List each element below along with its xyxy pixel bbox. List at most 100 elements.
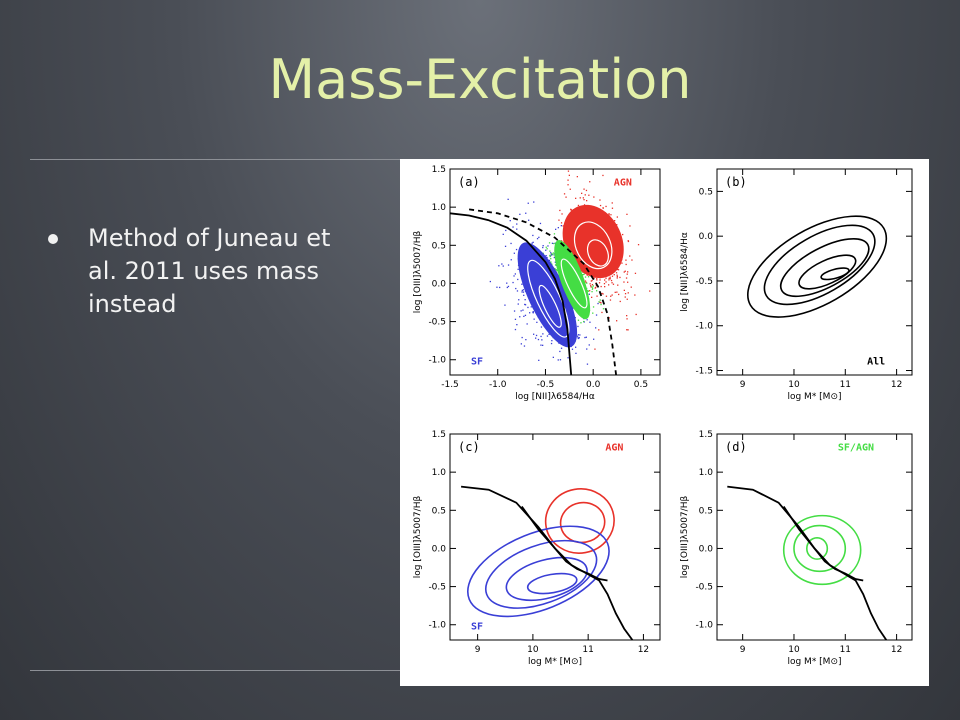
scatter-point — [533, 201, 535, 203]
y-tick-label: 1.0 — [432, 203, 447, 213]
scatter-point — [591, 291, 593, 293]
scatter-point — [602, 207, 604, 209]
scatter-point — [524, 299, 526, 301]
scatter-point — [577, 325, 579, 328]
chart-panel-3: 9 10 11 12 1.5 1.0 0.5 0.0 -0.5 -1.0 log M* [M⊙] lo… — [413, 430, 661, 667]
scatter-point — [522, 289, 525, 291]
plot-area — [460, 485, 634, 640]
scatter-point — [623, 289, 625, 291]
scatter-point — [514, 328, 517, 331]
scatter-point — [614, 291, 616, 293]
scatter-point — [538, 236, 540, 238]
figure-svg: -1.5 -1.0 -0.5 0.0 0.5 1.5 1.0 0.5 0.0 -0.5 -1.0 lo… — [413, 165, 913, 667]
scatter-point — [548, 333, 550, 335]
scatter-point — [570, 208, 572, 210]
scatter-point — [512, 226, 514, 228]
panel-frame — [716, 433, 913, 641]
scatter-point — [519, 316, 521, 318]
y-tick-label: 1.0 — [432, 468, 447, 478]
scatter-point — [541, 339, 543, 341]
scatter-point — [599, 199, 601, 201]
scatter-point — [550, 254, 552, 256]
scatter-point — [513, 252, 515, 254]
scatter-point — [602, 308, 605, 310]
scatter-point — [504, 245, 507, 247]
scatter-point — [561, 213, 563, 215]
scatter-point — [589, 283, 591, 285]
scatter-point — [616, 277, 618, 279]
scatter-point — [598, 329, 600, 331]
scatter-point — [586, 200, 588, 202]
scatter-point — [605, 205, 607, 208]
scatter-point — [622, 233, 624, 236]
scatter-point — [584, 276, 587, 278]
scatter-point — [581, 192, 583, 194]
scatter-point — [599, 301, 601, 303]
scatter-point — [626, 315, 628, 317]
y-tick-label: 0.5 — [699, 187, 713, 197]
x-tick-label: 10 — [527, 645, 539, 655]
scatter-point — [563, 193, 566, 195]
scatter-point — [617, 268, 619, 271]
scatter-point — [522, 291, 525, 293]
scatter-point — [562, 225, 564, 227]
scatter-point — [547, 245, 549, 247]
x-tick-label: 10 — [788, 380, 800, 390]
composite-core — [554, 240, 591, 320]
y-axis-label: log [OIII]λ5007/Hβ — [413, 231, 423, 314]
scatter-point — [611, 207, 614, 209]
scatter-point — [590, 280, 592, 282]
scatter-point — [501, 263, 503, 265]
scatter-point — [619, 300, 621, 303]
contour-line — [798, 254, 857, 290]
scatter-point — [520, 310, 522, 312]
scatter-point — [507, 285, 510, 288]
scatter-point — [516, 228, 518, 230]
y-tick-label: -1.0 — [428, 621, 446, 631]
scatter-point — [597, 302, 599, 305]
scatter-point — [516, 324, 518, 326]
scatter-point — [589, 290, 591, 292]
scatter-point — [550, 258, 552, 260]
scatter-point — [616, 216, 618, 218]
scatter-point — [577, 204, 580, 207]
panel-label: (d) — [725, 440, 747, 454]
scatter-point — [629, 255, 631, 257]
scatter-point — [600, 303, 602, 306]
scatter-point — [578, 337, 580, 339]
scatter-point — [504, 304, 506, 306]
scatter-point — [523, 315, 525, 317]
scatter-point — [518, 299, 520, 301]
scatter-point — [627, 281, 629, 283]
contour-line — [559, 501, 606, 544]
scatter-point — [507, 198, 509, 200]
scatter-point — [610, 279, 613, 282]
sf-core — [517, 242, 578, 348]
scatter-point — [567, 184, 569, 186]
scatter-point — [618, 293, 620, 296]
scatter-point — [586, 319, 588, 321]
scatter-point — [524, 304, 527, 306]
density-contour — [573, 221, 613, 270]
x-tick-label: 12 — [638, 645, 649, 655]
panel-label: (b) — [725, 175, 747, 189]
x-tick-label: -1.5 — [441, 380, 459, 390]
scatter-point — [594, 348, 596, 350]
series-label: AGN — [605, 442, 623, 453]
contour-line — [763, 224, 876, 306]
scatter-point — [583, 320, 585, 323]
scatter-point — [532, 241, 534, 243]
scatter-point — [502, 233, 504, 235]
scatter-point — [521, 291, 523, 293]
demarcation-curve — [521, 505, 634, 640]
scatter-point — [610, 295, 612, 297]
x-tick-label: 9 — [740, 645, 746, 655]
scatter-point — [575, 352, 577, 354]
scatter-point — [625, 277, 628, 279]
scatter-point — [551, 253, 553, 255]
y-tick-label: 0.0 — [432, 279, 447, 289]
scatter-point — [523, 294, 525, 296]
scatter-point — [599, 204, 602, 207]
scatter-point — [536, 321, 538, 323]
scatter-point — [540, 326, 543, 328]
